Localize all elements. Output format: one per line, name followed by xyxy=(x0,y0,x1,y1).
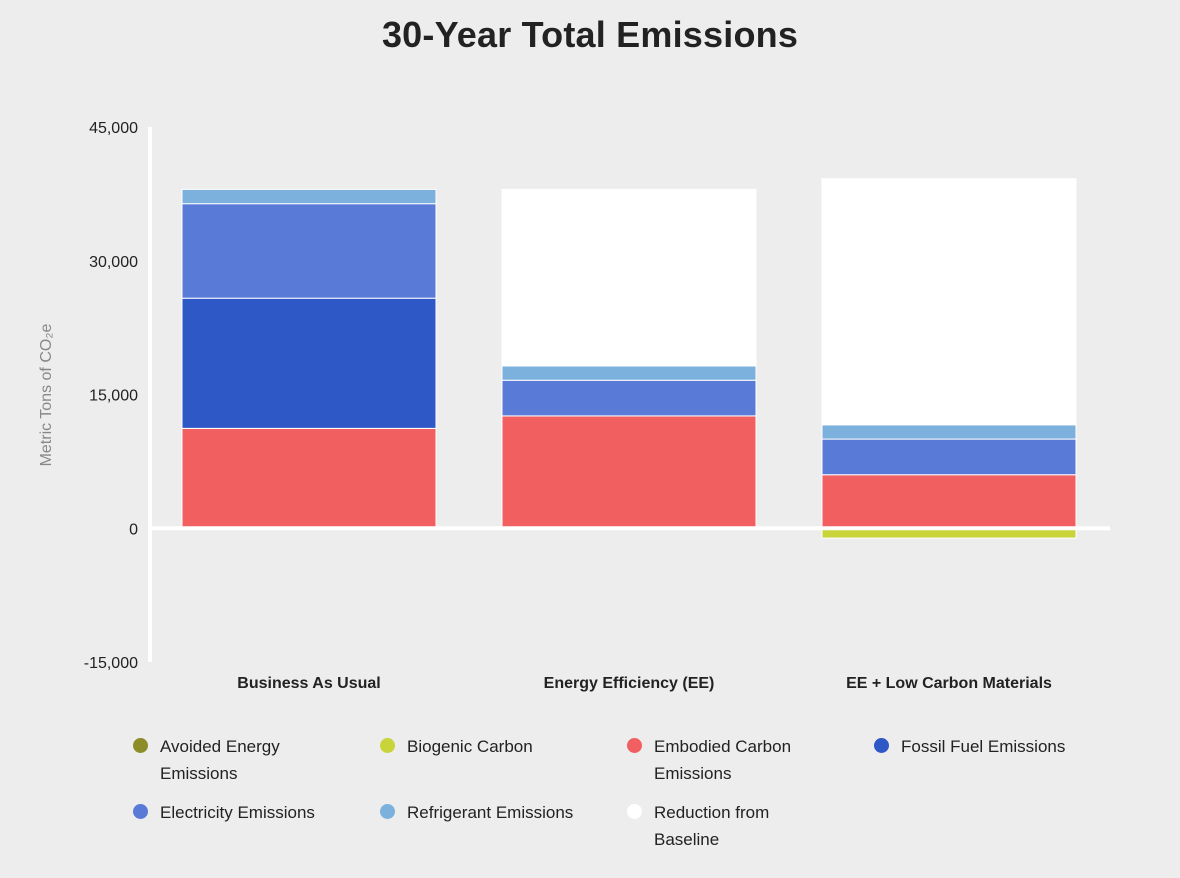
legend-swatch xyxy=(627,804,642,819)
y-axis-title: Metric Tons of CO₂e xyxy=(38,323,55,466)
legend-label: Refrigerant Emissions xyxy=(407,803,574,822)
x-tick-label: Business As Usual xyxy=(237,675,380,692)
legend-swatch xyxy=(133,738,148,753)
legend-label: Reduction from Baseline xyxy=(654,803,770,849)
legend-item[interactable]: Electricity Emissions xyxy=(130,799,377,853)
labels-layer: Business As Usual Energy Efficiency (EE) E… xyxy=(38,120,1052,692)
legend-label: Embodied Carbon Emissions xyxy=(654,737,792,783)
legend-item[interactable]: Fossil Fuel Emissions xyxy=(871,733,1118,787)
bar-segment xyxy=(501,365,757,381)
legend-label: Fossil Fuel Emissions xyxy=(901,737,1066,756)
axes-layer xyxy=(148,127,1110,662)
y-tick-label: 30,000 xyxy=(89,254,138,271)
y-tick-label: -15,000 xyxy=(84,655,138,672)
bar-segment xyxy=(181,203,437,299)
bar-segment xyxy=(181,427,437,529)
legend-swatch xyxy=(380,804,395,819)
bar-segment xyxy=(821,474,1077,529)
legend-swatch xyxy=(380,738,395,753)
bar-segment xyxy=(821,178,1077,426)
y-tick-label: 0 xyxy=(129,521,138,538)
legend-swatch xyxy=(627,738,642,753)
bar-segment xyxy=(501,188,757,367)
bar-segment xyxy=(501,415,757,529)
bar-segment xyxy=(181,297,437,429)
legend-label: Avoided Energy Emissions xyxy=(160,737,280,783)
bar-segment xyxy=(821,424,1077,440)
legend-label: Electricity Emissions xyxy=(160,803,315,822)
x-tick-label: Energy Efficiency (EE) xyxy=(544,675,715,692)
x-tick-label: EE + Low Carbon Materials xyxy=(846,675,1052,692)
legend-item[interactable]: Embodied Carbon Emissions xyxy=(624,733,871,787)
legend-label: Biogenic Carbon xyxy=(407,737,533,756)
legend-swatch xyxy=(874,738,889,753)
legend-swatch xyxy=(133,804,148,819)
legend-item[interactable]: Biogenic Carbon xyxy=(377,733,624,787)
legend-item[interactable]: Refrigerant Emissions xyxy=(377,799,624,853)
legend-item[interactable]: Avoided Energy Emissions xyxy=(130,733,377,787)
bar-segment xyxy=(501,379,757,417)
bars-layer xyxy=(181,178,1077,539)
y-tick-label: 15,000 xyxy=(89,388,138,405)
bar-segment xyxy=(181,188,437,205)
legend-item[interactable]: Reduction from Baseline xyxy=(624,799,871,853)
chart-title: 30-Year Total Emissions xyxy=(381,14,799,55)
legend: Avoided Energy Emissions Biogenic Carbon… xyxy=(130,733,1130,853)
bar-segment xyxy=(821,438,1077,476)
y-tick-label: 45,000 xyxy=(89,120,138,137)
